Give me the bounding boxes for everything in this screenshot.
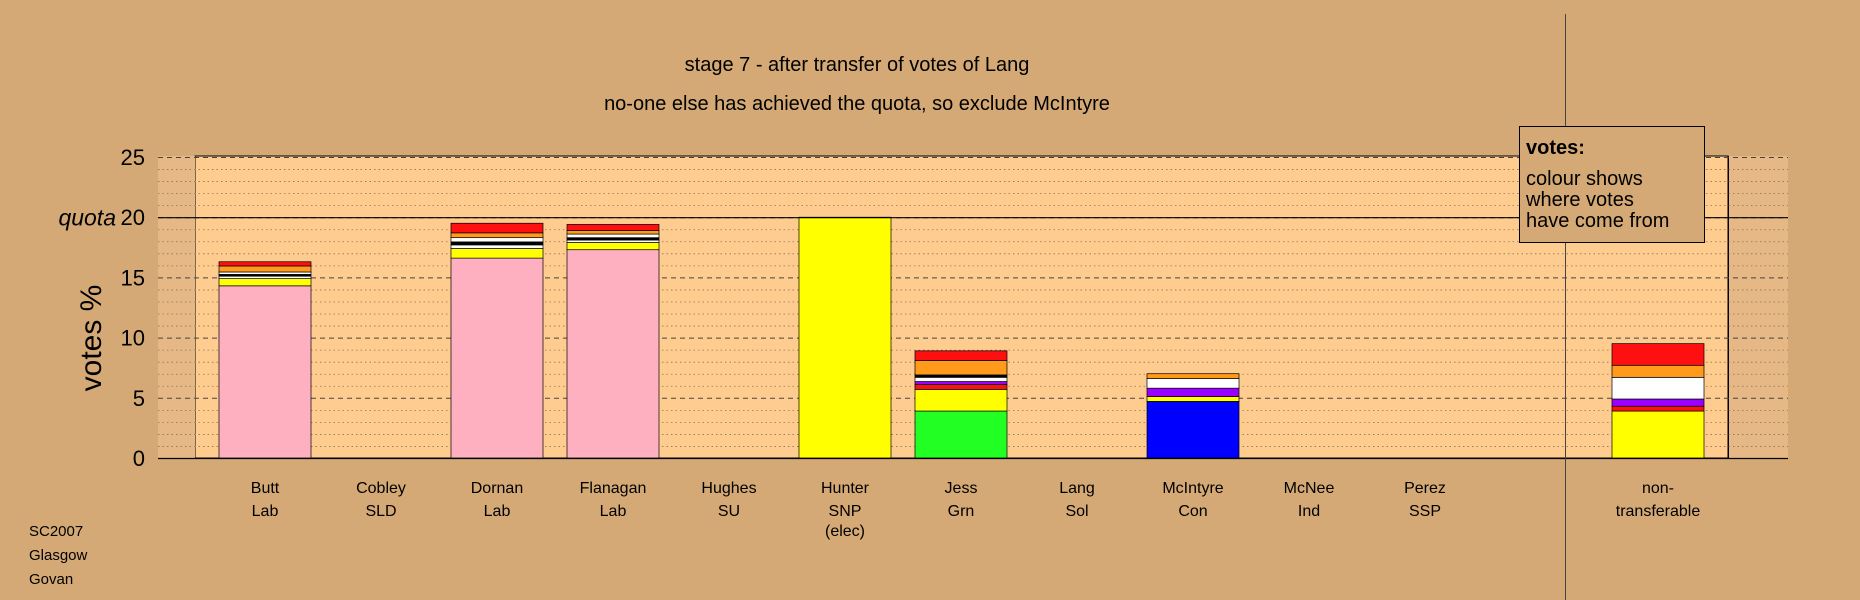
bar-segment xyxy=(1611,364,1705,378)
bar-segment xyxy=(450,232,544,239)
category-party: transferable xyxy=(1616,503,1701,520)
bar-segment xyxy=(914,384,1008,390)
category-party: Ind xyxy=(1298,503,1320,520)
category-name: Hughes xyxy=(701,480,756,497)
bar-segment xyxy=(1611,376,1705,400)
quota-label: quota xyxy=(58,205,116,231)
category-party: Lab xyxy=(600,503,627,520)
bar-segment xyxy=(1146,378,1240,389)
category-name: Lang xyxy=(1059,480,1095,497)
y-axis-label: votes % xyxy=(75,285,108,392)
bar-segment xyxy=(566,233,660,239)
bar-segment xyxy=(1146,387,1240,397)
category-name: Jess xyxy=(945,480,978,497)
category-name: Dornan xyxy=(471,480,523,497)
bar-segment xyxy=(914,374,1008,378)
chart-subtitle: no-one else has achieved the quota, so e… xyxy=(604,93,1110,115)
bar-segment xyxy=(798,216,892,459)
bar-segment xyxy=(914,376,1008,382)
category-note: (elec) xyxy=(825,523,865,540)
plot-right-gutter xyxy=(1728,156,1788,458)
plot-left-gutter xyxy=(158,156,195,458)
footer-line: SC2007 xyxy=(29,523,83,540)
y-tick-label: 5 xyxy=(133,386,145,411)
bar-segment xyxy=(1611,410,1705,459)
category-party: SU xyxy=(718,503,740,520)
legend-line: have come from xyxy=(1526,210,1669,232)
bar-segment xyxy=(566,242,660,251)
bar-segment xyxy=(566,224,660,231)
plot-right-border xyxy=(1728,156,1729,458)
category-party: Sol xyxy=(1065,503,1088,520)
bar-segment xyxy=(450,237,544,243)
legend-heading: votes: xyxy=(1526,137,1585,159)
bar-segment xyxy=(450,244,544,249)
bar-segment xyxy=(218,285,312,459)
footer-line: Glasgow xyxy=(29,547,88,564)
bar-segment xyxy=(914,389,1008,412)
category-party: Lab xyxy=(252,503,279,520)
legend-line: where votes xyxy=(1525,189,1634,211)
bar-segment xyxy=(1611,398,1705,407)
category-name: Hunter xyxy=(821,480,870,497)
bar-segment xyxy=(1146,401,1240,459)
category-party: SLD xyxy=(365,503,396,520)
bar-segment xyxy=(914,350,1008,361)
y-tick-label: 25 xyxy=(121,145,145,170)
bar-segment xyxy=(566,237,660,241)
footer-line: Govan xyxy=(29,571,73,588)
bar-segment xyxy=(450,241,544,246)
y-tick-label: 0 xyxy=(133,446,145,471)
bar-segment xyxy=(1611,405,1705,412)
y-tick-label: 20 xyxy=(121,205,145,230)
legend-line: colour shows xyxy=(1526,168,1643,190)
category-name: non- xyxy=(1642,480,1674,497)
category-party: Con xyxy=(1178,503,1207,520)
legend-frame xyxy=(1519,126,1705,243)
chart-title: stage 7 - after transfer of votes of Lan… xyxy=(685,54,1030,76)
category-name: McNee xyxy=(1284,480,1335,497)
bar-segment xyxy=(1611,343,1705,366)
bar-segment xyxy=(1146,373,1240,379)
bar-segment xyxy=(566,239,660,243)
category-name: Flanagan xyxy=(580,480,647,497)
bar-segment xyxy=(566,249,660,459)
category-name: McIntyre xyxy=(1162,480,1223,497)
bar-segment xyxy=(450,248,544,259)
bar-segment xyxy=(218,278,312,287)
y-tick-label: 15 xyxy=(121,265,145,290)
category-name: Cobley xyxy=(356,480,406,497)
bar-segment xyxy=(914,360,1008,376)
category-name: Butt xyxy=(251,480,280,497)
y-axis: 0 5 10 15 20 25 xyxy=(121,145,145,471)
bar-segment xyxy=(566,230,660,235)
x-axis-labels: Butt Lab Cobley SLD Dornan Lab Flanagan Lab Hugh… xyxy=(251,480,1701,540)
bar-segment xyxy=(218,271,312,275)
category-name: Perez xyxy=(1404,480,1446,497)
bar-segment xyxy=(218,275,312,279)
category-party: Lab xyxy=(484,503,511,520)
category-party: Grn xyxy=(948,503,975,520)
bar-segment xyxy=(450,222,544,234)
bar-segment xyxy=(1146,396,1240,402)
bars xyxy=(218,216,1705,459)
bar-segment xyxy=(914,410,1008,459)
bar-segment xyxy=(914,381,1008,385)
category-party: SNP xyxy=(829,503,862,520)
legend-box: votes: colour shows where votes have com… xyxy=(1519,126,1705,243)
y-tick-label: 10 xyxy=(121,326,145,351)
bar-segment xyxy=(218,261,312,267)
bar-segment xyxy=(450,257,544,459)
bar-segment xyxy=(218,265,312,273)
category-party: SSP xyxy=(1409,503,1441,520)
